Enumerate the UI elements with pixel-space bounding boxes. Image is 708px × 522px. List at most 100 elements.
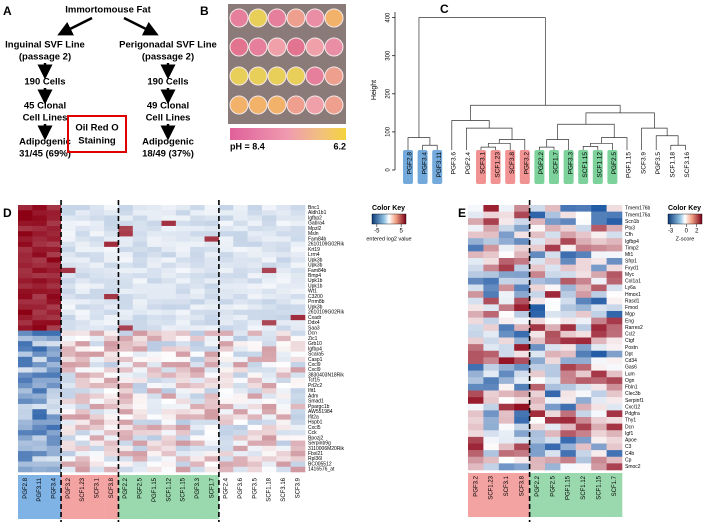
heatmap-cell — [545, 317, 561, 325]
gene-label: Cd34 — [625, 358, 637, 364]
heatmap-cell — [75, 294, 91, 300]
heatmap-cell — [118, 273, 134, 279]
heatmap-cell — [204, 377, 220, 384]
heatmap-cell — [132, 273, 148, 279]
heatmap-cell — [175, 288, 191, 295]
heatmap-cell — [118, 325, 134, 331]
heatmap-cell — [161, 398, 177, 405]
gene-label: Thy1 — [625, 418, 636, 424]
heatmap-cell — [46, 278, 62, 284]
heatmap-cell — [204, 456, 220, 462]
column-label: PGF3.2 — [66, 477, 72, 498]
heatmap-cell — [514, 297, 530, 305]
heatmap-cell — [75, 320, 91, 326]
heatmap-cell — [204, 299, 220, 305]
heatmap-cell — [529, 251, 546, 259]
heatmap-cell — [498, 211, 515, 219]
gene-label: Ogn — [625, 378, 635, 384]
heatmap-cell — [147, 335, 162, 342]
heatmap-cell — [132, 466, 148, 473]
heatmap-cell — [218, 393, 234, 400]
heatmap-cell — [247, 246, 263, 253]
heatmap-cell — [46, 419, 62, 426]
heatmap-cell — [247, 466, 263, 473]
heatmap-cell — [514, 258, 530, 265]
heatmap-cell — [147, 288, 162, 295]
flow-text: (passage 2) — [19, 52, 71, 63]
heatmap-cell — [276, 283, 291, 290]
heatmap-cell — [147, 456, 162, 462]
gene-label: Col1a1 — [625, 279, 641, 285]
heatmap-cell — [591, 423, 607, 431]
gene-label: Igfbp4 — [308, 346, 322, 352]
heatmap-cell — [468, 357, 484, 365]
heatmap-cell — [132, 456, 148, 462]
heatmap-cell — [175, 466, 191, 473]
heatmap-cell — [104, 419, 119, 426]
heatmap-cell — [89, 445, 105, 452]
heatmap-cell — [61, 325, 76, 331]
heatmap-cell — [468, 271, 484, 279]
well — [229, 8, 249, 28]
heatmap-cell — [61, 294, 76, 300]
heatmap-cell — [276, 419, 291, 426]
heatmap-cell — [514, 364, 530, 371]
heatmap-cell — [61, 278, 76, 284]
heatmap-cell — [261, 283, 277, 290]
heatmap-cell — [75, 205, 91, 211]
heatmap-cell — [218, 451, 234, 457]
heatmap-cell — [190, 362, 205, 368]
heatmap-cell — [46, 288, 62, 295]
heatmap-cell — [75, 440, 91, 447]
heatmap-cell — [545, 450, 561, 458]
heatmap-cell — [218, 430, 234, 436]
heatmap-cell — [89, 252, 105, 258]
heatmap-cell — [514, 417, 530, 424]
heatmap-cell — [104, 252, 119, 258]
heatmap-cell — [75, 335, 91, 342]
heatmap-cell — [175, 451, 191, 457]
heatmap-cell — [560, 224, 577, 232]
well — [324, 8, 344, 28]
heatmap-cell — [89, 440, 105, 447]
heatmap-cell — [290, 414, 306, 420]
heatmap-cell — [204, 351, 220, 358]
heatmap-cell — [529, 456, 546, 464]
heatmap-cell — [591, 397, 607, 405]
well — [305, 37, 325, 57]
leaf-highlight — [549, 150, 559, 184]
heatmap-cell — [61, 440, 76, 447]
heatmap-cell — [276, 409, 291, 415]
flow-text: Cell Lines — [23, 113, 68, 124]
heatmap-cell — [46, 273, 62, 279]
heatmap-cell — [46, 346, 62, 352]
heatmap-cell — [514, 224, 530, 232]
heatmap-cell — [514, 390, 530, 398]
heatmap-cell — [18, 309, 33, 316]
heatmap-cell — [247, 215, 263, 222]
heatmap-cell — [560, 463, 577, 471]
gene-label: Smoc2 — [625, 464, 641, 470]
dendro-link — [670, 144, 686, 150]
heatmap-cell — [247, 314, 263, 321]
heatmap-cell — [61, 393, 76, 400]
gene-label: Upk1b — [308, 283, 323, 289]
heatmap-cell — [75, 398, 91, 405]
gene-label: AW551984 — [308, 409, 333, 415]
column-label: SCF3.16 — [281, 477, 287, 501]
heatmap-cell — [290, 246, 306, 253]
heatmap-cell — [75, 278, 91, 284]
column-highlight — [483, 473, 500, 517]
flow-text: Adipogenic — [142, 137, 194, 148]
heatmap-cell — [514, 231, 530, 239]
column-label: SCF1.15 — [181, 477, 187, 501]
dendro-link — [466, 127, 513, 150]
heatmap-cell — [147, 215, 162, 222]
heatmap-cell — [204, 424, 220, 431]
heatmap-cell — [247, 403, 263, 410]
heatmap-cell — [575, 271, 592, 279]
heatmap-cell — [175, 225, 191, 232]
heatmap-cell — [276, 241, 291, 248]
heatmap-cell — [591, 456, 607, 464]
heatmap-d: Bnc1Aldh1b1Igfbp2Gabra4Mpzl2MslnFam84b26… — [18, 200, 412, 522]
